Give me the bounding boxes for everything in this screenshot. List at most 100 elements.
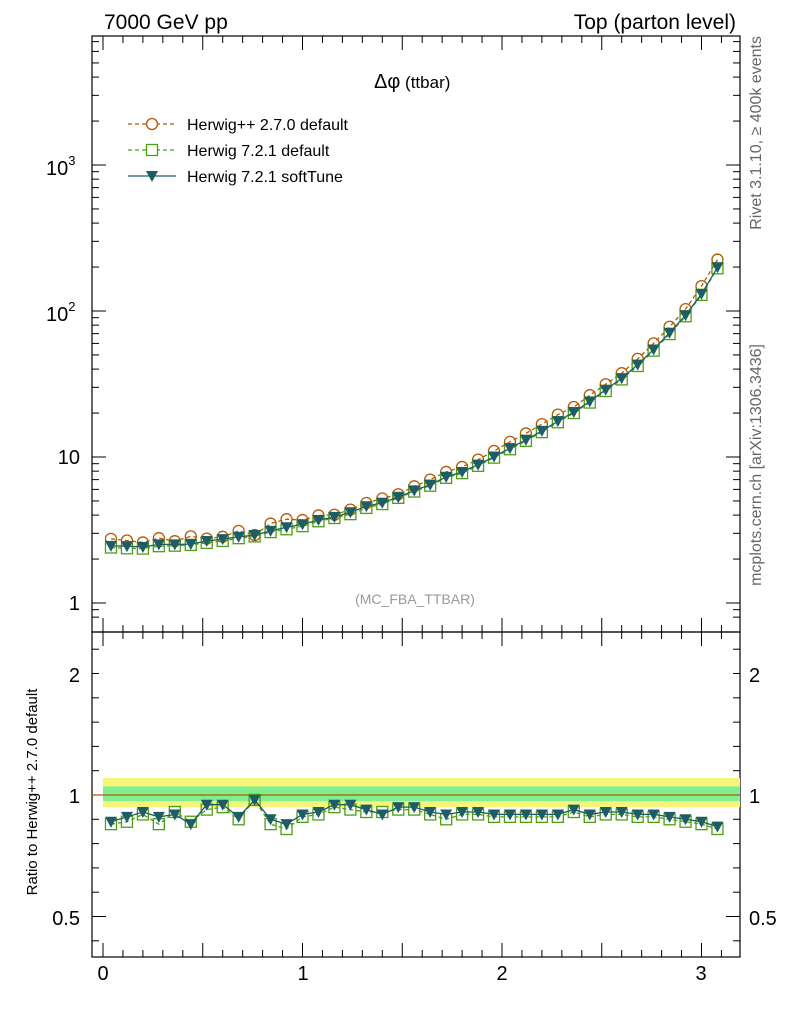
ratio-series-softtune-point bbox=[679, 814, 692, 826]
x-tick-label-1: 1 bbox=[297, 963, 308, 985]
main-series-herwigpp-line bbox=[110, 259, 719, 544]
main-series-softtune-point bbox=[583, 396, 596, 408]
x-tick-label-3: 3 bbox=[695, 963, 706, 985]
main-series-softtune-point bbox=[663, 327, 676, 339]
y-tick-label-1000: 103 bbox=[46, 153, 75, 180]
ratio-series-softtune-point bbox=[535, 809, 548, 821]
ratio-series-softtune-point bbox=[472, 807, 485, 819]
ratio-series-softtune-point bbox=[360, 804, 373, 816]
ratio-series-softtune-point bbox=[440, 809, 453, 821]
ratio-series-softtune-point bbox=[615, 807, 628, 819]
legend: Herwig++ 2.7.0 default Herwig 7.2.1 defa… bbox=[128, 117, 349, 186]
main-series-softtune-point bbox=[232, 531, 245, 543]
ratio-series-softtune-point bbox=[200, 799, 213, 811]
legend-label-herwigpp: Herwig++ 2.7.0 default bbox=[187, 117, 349, 134]
plot-title-symbol: Δφ bbox=[374, 71, 400, 93]
main-series-softtune-point bbox=[535, 425, 548, 437]
main-series-softtune-point bbox=[615, 373, 628, 385]
ratio-series-softtune-point bbox=[551, 809, 564, 821]
x-tick-label-0: 0 bbox=[97, 963, 108, 985]
header-right-title: Top (parton level) bbox=[574, 11, 736, 34]
main-series-softtune-point bbox=[328, 512, 341, 524]
main-series-softtune-point bbox=[104, 540, 117, 552]
main-series-softtune-point bbox=[216, 534, 229, 546]
main-series-softtune-point bbox=[200, 535, 213, 547]
ratio-series-softtune-point bbox=[136, 807, 149, 819]
main-series-softtune-point bbox=[567, 407, 580, 419]
ratio-series-softtune-point bbox=[296, 809, 309, 821]
watermark: (MC_FBA_TTBAR) bbox=[355, 591, 475, 607]
legend-marker-herwigpp bbox=[145, 117, 159, 131]
chart-marks bbox=[92, 36, 740, 957]
main-series-softtune-point bbox=[440, 471, 453, 483]
legend-label-softtune: Herwig 7.2.1 softTune bbox=[187, 169, 343, 186]
main-series-softtune-point bbox=[376, 497, 389, 509]
ratio-y-tick-label-1: 1 bbox=[69, 786, 80, 808]
ratio-series-softtune-point bbox=[567, 804, 580, 816]
main-series-softtune-point bbox=[392, 492, 405, 504]
legend-entry-herwig721: Herwig 7.2.1 default bbox=[128, 143, 330, 160]
y-tick-label-100: 102 bbox=[46, 299, 75, 326]
legend-entry-herwigpp: Herwig++ 2.7.0 default bbox=[128, 117, 349, 134]
ratio-series-softtune-point bbox=[519, 809, 532, 821]
main-series-softtune-point bbox=[472, 459, 485, 471]
main-series-softtune-point bbox=[248, 530, 261, 542]
plot-title: Δφ (ttbar) bbox=[374, 71, 450, 93]
ratio-series-softtune-point bbox=[184, 819, 197, 831]
main-series-softtune-point bbox=[503, 443, 516, 455]
ratio-y-tick-label-2-right: 2 bbox=[749, 665, 760, 687]
ratio-series-softtune-point bbox=[408, 802, 421, 814]
y-tick-label-10: 10 bbox=[58, 447, 80, 469]
ratio-series-softtune-point bbox=[344, 799, 357, 811]
mcplots-label: mcplots.cern.ch [arXiv:1306.3436] bbox=[748, 344, 765, 586]
y-tick-label-1: 1 bbox=[69, 593, 80, 615]
ratio-series-softtune-point bbox=[168, 809, 181, 821]
ratio-series-softtune-point bbox=[503, 809, 516, 821]
main-series-softtune-point bbox=[424, 479, 437, 491]
ratio-series-softtune-point bbox=[424, 807, 437, 819]
ratio-y-axis-label: Ratio to Herwig++ 2.7.0 default bbox=[24, 688, 41, 896]
main-series-softtune-point bbox=[711, 262, 724, 274]
main-series-softtune-point bbox=[519, 434, 532, 446]
ratio-series-softtune-point bbox=[328, 799, 341, 811]
ratio-series-softtune-point bbox=[392, 802, 405, 814]
ratio-series-softtune-point bbox=[248, 794, 261, 806]
main-series-softtune-point bbox=[184, 539, 197, 551]
legend-entry-softtune: Herwig 7.2.1 softTune bbox=[128, 169, 343, 186]
ratio-series-softtune-point bbox=[711, 821, 724, 833]
ratio-uncertainty-band-green bbox=[103, 786, 740, 802]
main-series-softtune-point bbox=[344, 507, 357, 519]
main-series-softtune-point bbox=[264, 525, 277, 537]
ratio-y-tick-label-2: 2 bbox=[69, 665, 80, 687]
ratio-series-softtune-point bbox=[312, 807, 325, 819]
ratio-series-softtune-point bbox=[216, 799, 229, 811]
main-series-softtune-point bbox=[631, 359, 644, 371]
ratio-series-softtune-point bbox=[232, 811, 245, 823]
ratio-y-tick-label-1-right: 1 bbox=[749, 786, 760, 808]
legend-marker-herwig721 bbox=[145, 143, 159, 157]
ratio-series-softtune-point bbox=[152, 811, 165, 823]
ratio-y-tick-label-0-5-right: 0.5 bbox=[749, 908, 777, 930]
legend-label-herwig721: Herwig 7.2.1 default bbox=[187, 143, 330, 160]
main-series-softtune-point bbox=[280, 522, 293, 534]
main-series-softtune-point bbox=[488, 451, 501, 463]
main-series-softtune-line bbox=[110, 267, 719, 548]
main-series-herwig721-line bbox=[110, 267, 719, 550]
ratio-series-softtune-point bbox=[488, 809, 501, 821]
main-series-softtune-point bbox=[296, 519, 309, 531]
main-series-softtune-point bbox=[599, 384, 612, 396]
plot-title-text: (ttbar) bbox=[400, 73, 450, 92]
ratio-series-softtune-point bbox=[583, 809, 596, 821]
ratio-series-softtune-point bbox=[120, 811, 133, 823]
main-series-softtune-point bbox=[695, 288, 708, 300]
main-series-softtune-point bbox=[152, 539, 165, 551]
rivet-label: Rivet 3.1.10, ≥ 400k events bbox=[748, 36, 765, 230]
main-series-softtune-point bbox=[312, 515, 325, 527]
ratio-series-softtune-point bbox=[280, 819, 293, 831]
main-series-softtune-point bbox=[168, 539, 181, 551]
ratio-y-tick-label-0-5: 0.5 bbox=[52, 908, 80, 930]
main-series-softtune-point bbox=[360, 501, 373, 513]
ratio-series-softtune-point bbox=[456, 807, 469, 819]
main-series-softtune-point bbox=[136, 541, 149, 553]
